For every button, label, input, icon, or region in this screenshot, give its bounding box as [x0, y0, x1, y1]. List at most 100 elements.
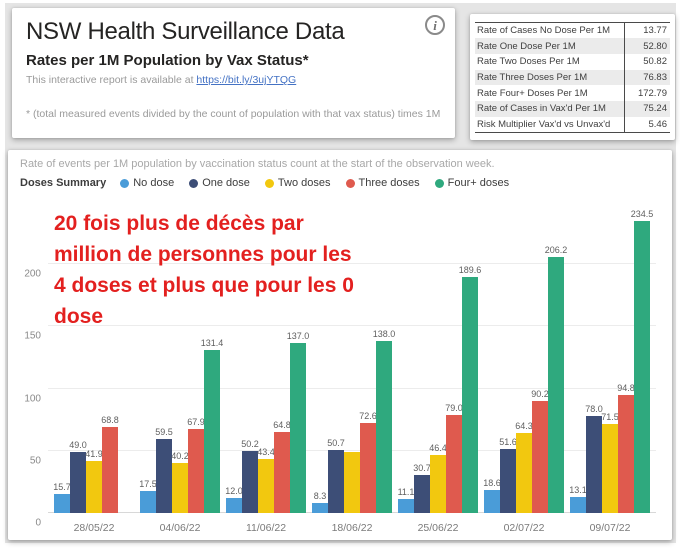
- bar-slot: 137.0: [287, 331, 309, 513]
- legend-item-two-doses[interactable]: Two doses: [264, 177, 331, 189]
- stat-value: 75.24: [623, 100, 670, 117]
- bar-four-doses-02/07/22[interactable]: 206.2: [545, 245, 567, 513]
- bar-group: 15.7 49.0 41.9 68.8 28/05/22: [53, 202, 134, 534]
- stat-label: Rate Two Doses Per 1M: [477, 56, 580, 68]
- x-axis-label: 09/07/22: [589, 522, 631, 534]
- bar-value-label: 15.7: [53, 481, 71, 492]
- x-axis-label: 04/06/22: [159, 522, 201, 534]
- y-axis-tick: 50: [29, 455, 41, 467]
- report-link[interactable]: https://bit.ly/3ujYTQG: [196, 74, 297, 86]
- bar-slot: 234.5: [631, 209, 653, 513]
- bar-cluster: 8.3 50.7 72.6 138.0: [312, 202, 395, 513]
- bar-slot: 49.0: [69, 440, 87, 513]
- bar-two-doses-02/07/22[interactable]: 64.3: [515, 421, 533, 513]
- bar-four-doses-04/06/22[interactable]: 131.4: [201, 338, 223, 513]
- footnote: * (total measured events divided by the …: [26, 108, 441, 120]
- bar-two-doses-18/06/22[interactable]: [344, 452, 360, 513]
- bar-one-dose-02/07/22[interactable]: 51.6: [499, 437, 517, 513]
- bar-three-doses-04/06/22[interactable]: 67.9: [187, 417, 205, 513]
- table-row[interactable]: Rate Two Doses Per 1M 50.82: [475, 53, 670, 70]
- legend-item-four-doses[interactable]: Four+ doses: [434, 177, 510, 189]
- bar-no-dose-04/06/22[interactable]: 17.5: [139, 479, 157, 513]
- legend-item-one-dose[interactable]: One dose: [189, 177, 250, 189]
- bar-value-label: 8.3: [313, 490, 327, 501]
- bar-value-label: 41.9: [85, 448, 103, 459]
- bar-three-doses-28/05/22[interactable]: 68.8: [101, 415, 119, 513]
- bar-one-dose-04/06/22[interactable]: 59.5: [155, 427, 173, 513]
- bar-value-label: 137.0: [286, 330, 310, 341]
- table-row[interactable]: Rate One Dose Per 1M 52.80: [475, 38, 670, 54]
- bar-two-doses-09/07/22[interactable]: 71.5: [601, 412, 619, 513]
- legend-label: Two doses: [277, 177, 331, 189]
- bar-groups: 15.7 49.0 41.9 68.8 28/05/22 17.5 59.5 40.2 67.9…: [48, 202, 656, 534]
- bar-two-doses-28/05/22[interactable]: 41.9: [85, 449, 103, 513]
- bar-value-label: 46.4: [429, 443, 447, 454]
- legend-dot-icon: [120, 178, 130, 188]
- bar-four-doses-18/06/22[interactable]: 138.0: [373, 329, 395, 513]
- bar-three-doses-11/06/22[interactable]: 64.8: [273, 420, 291, 513]
- bar-slot: 51.6: [499, 437, 517, 513]
- bar-slot: 67.9: [187, 417, 205, 513]
- bar-two-doses-25/06/22[interactable]: 46.4: [429, 443, 447, 513]
- bar-one-dose-28/05/22[interactable]: 49.0: [69, 440, 87, 513]
- chart-panel: Rate of events per 1M population by vacc…: [8, 150, 672, 540]
- bar-four-doses-25/06/22[interactable]: 189.6: [459, 265, 481, 513]
- table-row[interactable]: Rate of Cases No Dose Per 1M 13.77: [475, 22, 670, 39]
- bar-slot: 15.7: [53, 482, 71, 513]
- bar-value-label: 13.1: [569, 484, 587, 495]
- bar-slot: 64.8: [273, 420, 291, 513]
- bar-one-dose-25/06/22[interactable]: 30.7: [413, 463, 431, 513]
- bar-value-label: 43.4: [257, 447, 275, 457]
- bar-no-dose-28/05/22[interactable]: 15.7: [53, 482, 71, 513]
- legend-dot-icon: [434, 178, 444, 188]
- bar-value-label: 64.3: [515, 421, 533, 431]
- info-icon[interactable]: i: [425, 15, 445, 35]
- page-subtitle: Rates per 1M Population by Vax Status*: [26, 52, 309, 69]
- report-link-prefix: This interactive report is available at: [26, 74, 197, 86]
- bar-four-doses-11/06/22[interactable]: 137.0: [287, 331, 309, 513]
- title-panel: NSW Health Surveillance Data Rates per 1…: [12, 8, 455, 138]
- bar-value-label: 131.4: [200, 337, 224, 348]
- bar-slot: 71.5: [601, 412, 619, 513]
- bar-group: 12.0 50.2 43.4 64.8 137.0 11/06/22: [225, 202, 309, 534]
- bar-three-doses-02/07/22[interactable]: 90.2: [531, 389, 549, 513]
- bar-no-dose-11/06/22[interactable]: 12.0: [225, 486, 243, 513]
- bar-two-doses-11/06/22[interactable]: 43.4: [257, 447, 275, 513]
- bar-group: 18.6 51.6 64.3 90.2 206.2 02/07/22: [483, 202, 567, 535]
- table-row[interactable]: Rate of Cases in Vax'd Per 1M 75.24: [475, 100, 670, 117]
- bar-slot: 138.0: [373, 329, 395, 513]
- table-row[interactable]: Rate Three Doses Per 1M 76.83: [475, 69, 670, 86]
- bar-slot: 41.9: [85, 449, 103, 513]
- table-row[interactable]: Rate Four+ Doses Per 1M 172.79: [475, 85, 670, 101]
- legend-dot-icon: [345, 178, 355, 188]
- bar-no-dose-09/07/22[interactable]: 13.1: [569, 485, 587, 513]
- legend-item-no-dose[interactable]: No dose: [120, 177, 174, 189]
- bar-no-dose-02/07/22[interactable]: 18.6: [483, 478, 501, 513]
- bar-cluster: 12.0 50.2 43.4 64.8 137.0: [225, 202, 309, 513]
- bar-slot: 17.5: [139, 479, 157, 513]
- legend-dot-icon: [189, 178, 199, 188]
- bar-slot: 13.1: [569, 485, 587, 513]
- stat-label: Rate Four+ Doses Per 1M: [477, 87, 588, 99]
- bar-value-label: 68.8: [101, 415, 119, 426]
- bar-no-dose-18/06/22[interactable]: 8.3: [312, 491, 328, 513]
- bar-three-doses-09/07/22[interactable]: 94.8: [617, 383, 635, 513]
- bar-no-dose-25/06/22[interactable]: 11.1: [398, 487, 414, 513]
- bar-one-dose-11/06/22[interactable]: 50.2: [241, 439, 259, 513]
- bar-value-label: 79.0: [445, 402, 463, 413]
- plot-area: 0 50 100 150 200 15.7 49.0 41.9 68.8 28/05/22 17.…: [24, 202, 656, 540]
- bar-one-dose-18/06/22[interactable]: 50.7: [327, 438, 345, 513]
- bar-two-doses-04/06/22[interactable]: 40.2: [171, 451, 189, 513]
- gridline: 150: [24, 325, 656, 342]
- legend-label: Four+ doses: [447, 177, 510, 189]
- stat-label: Rate of Cases No Dose Per 1M: [477, 25, 611, 37]
- bar-one-dose-09/07/22[interactable]: 78.0: [585, 404, 603, 513]
- bar-three-doses-18/06/22[interactable]: 72.6: [359, 411, 377, 513]
- legend-dot-icon: [264, 178, 274, 188]
- bar-four-doses-09/07/22[interactable]: 234.5: [631, 209, 653, 513]
- bar-slot: 59.5: [155, 427, 173, 513]
- legend-item-three-doses[interactable]: Three doses: [345, 177, 420, 189]
- table-row[interactable]: Risk Multiplier Vax'd vs Unvax'd 5.46: [475, 116, 670, 133]
- bar-cluster: 13.1 78.0 71.5 94.8 234.5: [569, 202, 653, 513]
- bar-three-doses-25/06/22[interactable]: 79.0: [445, 403, 463, 513]
